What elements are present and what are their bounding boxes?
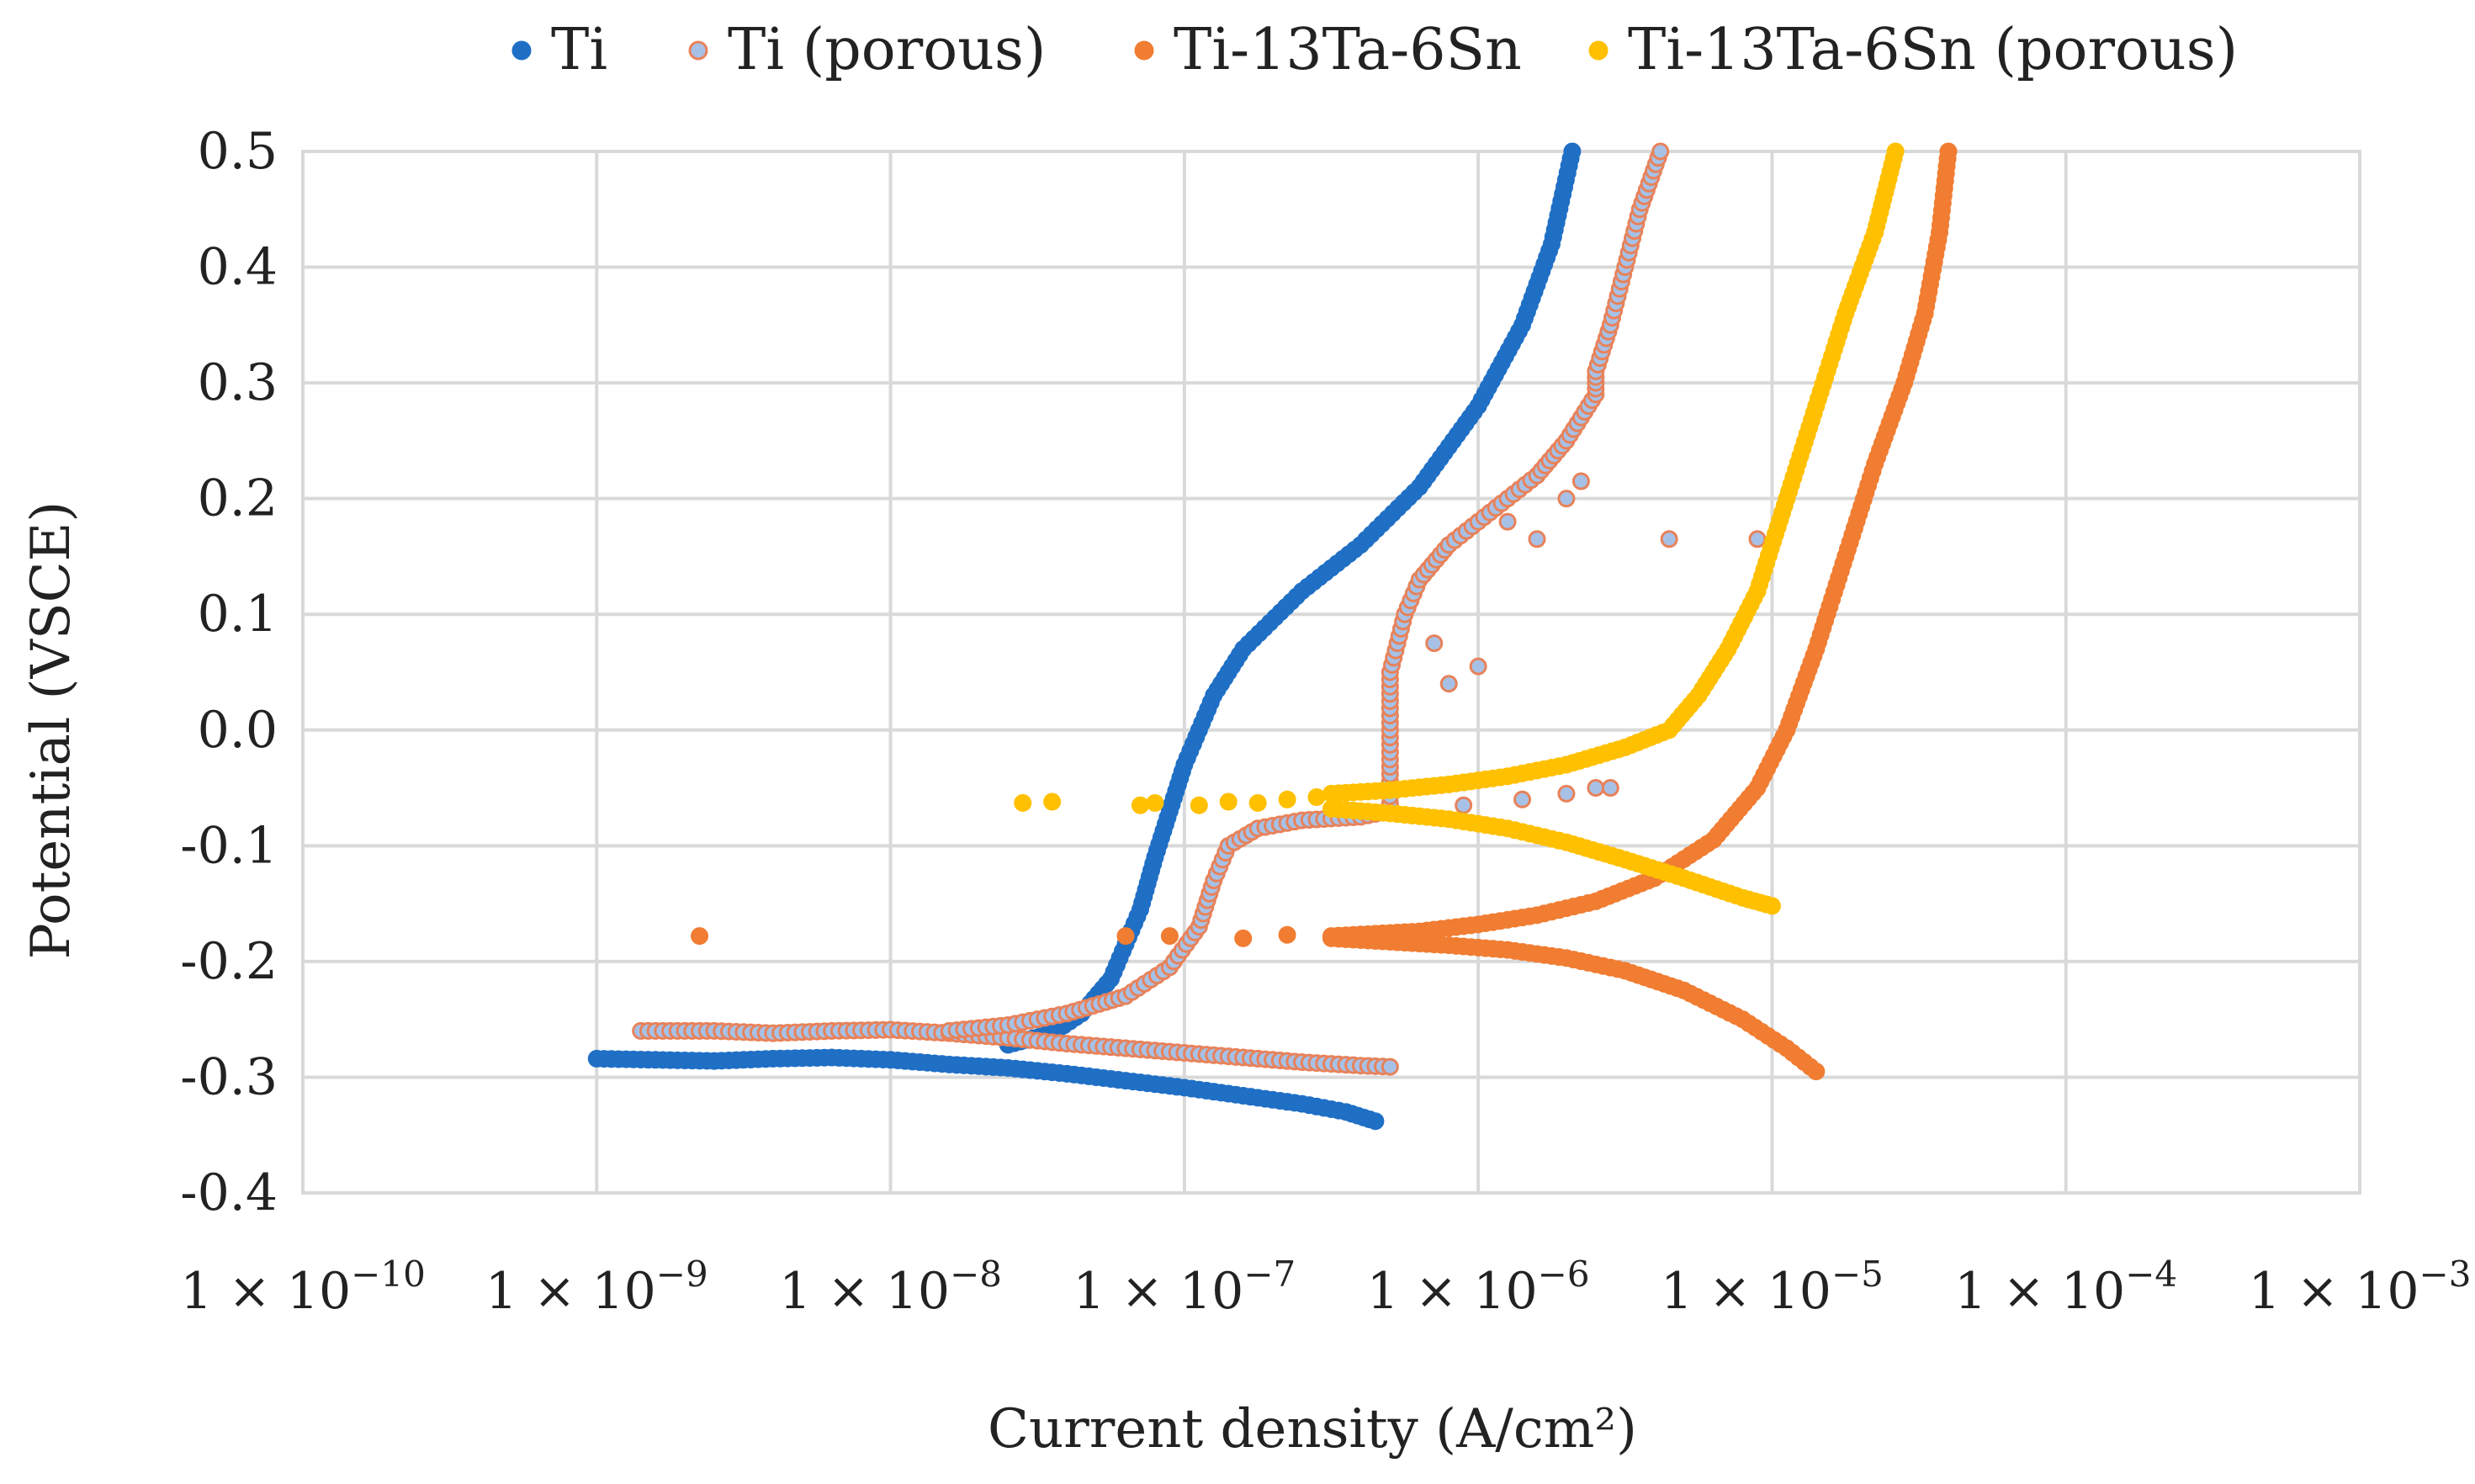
data-point xyxy=(1381,1057,1399,1076)
legend-marker xyxy=(511,40,532,61)
legend-label: Ti-13Ta-6Sn (porous) xyxy=(1628,17,2238,83)
data-point xyxy=(1939,142,1958,161)
legend-label: Ti xyxy=(551,17,607,83)
data-point xyxy=(1762,897,1781,915)
data-point-scattered xyxy=(1455,796,1473,814)
legend-label: Ti (porous) xyxy=(728,17,1046,83)
data-point-scattered xyxy=(1131,796,1149,814)
legend-label: Ti-13Ta-6Sn xyxy=(1174,17,1522,83)
x-tick-label: 1 × 10−5 xyxy=(1661,1253,1884,1321)
data-point-scattered xyxy=(1748,530,1767,549)
data-point-scattered xyxy=(1498,512,1517,531)
data-point-scattered xyxy=(1513,790,1532,808)
y-tick-label: 0.1 xyxy=(198,585,278,644)
data-point-scattered xyxy=(1425,634,1444,653)
series-1 xyxy=(632,142,1767,1076)
series-0 xyxy=(587,142,1582,1131)
y-tick-label: 0.3 xyxy=(198,353,278,412)
legend-marker xyxy=(1134,40,1154,61)
x-tick-label: 1 × 10−9 xyxy=(485,1253,708,1321)
legend: Ti Ti (porous) Ti-13Ta-6Sn Ti-13Ta-6Sn (por… xyxy=(511,17,2238,83)
data-point-scattered xyxy=(1234,929,1253,947)
y-tick-label: -0.4 xyxy=(180,1163,278,1222)
x-tick-label: 1 × 10−8 xyxy=(779,1253,1002,1321)
data-point-scattered xyxy=(1528,530,1546,549)
data-point-scattered xyxy=(1587,779,1605,798)
data-point-scattered xyxy=(1190,796,1208,814)
data-point-scattered xyxy=(1014,793,1032,812)
y-tick-label: 0.4 xyxy=(198,238,278,297)
x-tick-label: 1 × 10−10 xyxy=(180,1253,426,1321)
data-point-scattered xyxy=(1116,927,1135,946)
y-tick-label: -0.3 xyxy=(180,1047,278,1106)
y-tick-label: 0.5 xyxy=(198,122,278,181)
data-point-scattered xyxy=(1557,490,1576,508)
data-point-scattered xyxy=(691,927,709,946)
x-tick-label: 1 × 10−7 xyxy=(1073,1253,1296,1321)
data-point xyxy=(1886,142,1905,161)
data-point-scattered xyxy=(1219,792,1238,811)
data-point-scattered xyxy=(1469,657,1487,676)
plot-area-frame xyxy=(301,150,2361,1195)
x-axis-ticks: 1 × 10−10 1 × 10−9 1 × 10−8 1 × 10−7 1 × 10−… xyxy=(180,1253,2471,1321)
data-point xyxy=(1651,142,1670,161)
data-point-scattered xyxy=(1248,793,1267,812)
data-point-scattered xyxy=(1660,530,1678,549)
data-point-scattered xyxy=(1601,779,1619,798)
series-3 xyxy=(1014,142,1905,915)
legend-marker xyxy=(1588,40,1608,61)
y-tick-label: -0.1 xyxy=(180,816,278,875)
x-axis-title: Current density (A/cm²) xyxy=(988,1398,1637,1460)
y-tick-label: -0.2 xyxy=(180,932,278,991)
data-point-scattered xyxy=(1278,790,1296,808)
data-point xyxy=(1366,1112,1385,1131)
grid xyxy=(301,150,2361,1195)
y-axis-ticks: 0.5 0.4 0.3 0.2 0.1 0.0 -0.1 -0.2 -0.3 -0.4 xyxy=(180,122,278,1222)
data-point-scattered xyxy=(1557,784,1576,803)
y-tick-label: 0.0 xyxy=(198,701,278,760)
y-tick-label: 0.2 xyxy=(198,469,278,528)
data-point-scattered xyxy=(1571,472,1590,490)
data-point-scattered xyxy=(1146,793,1164,812)
series-2 xyxy=(691,142,1958,1081)
data-point xyxy=(1807,1063,1826,1081)
x-tick-label: 1 × 10−3 xyxy=(2249,1253,2472,1321)
legend-marker xyxy=(688,40,708,61)
y-axis-title: Potential (VSCE) xyxy=(20,501,82,960)
x-tick-label: 1 × 10−4 xyxy=(1954,1253,2177,1321)
data-point-scattered xyxy=(1160,927,1179,946)
data-point-scattered xyxy=(1278,925,1296,944)
data-point xyxy=(1563,142,1582,161)
x-tick-label: 1 × 10−6 xyxy=(1367,1253,1590,1321)
series-layer xyxy=(587,142,1958,1131)
data-point-scattered xyxy=(1307,788,1326,807)
data-point-scattered xyxy=(1439,675,1458,693)
data-point-scattered xyxy=(1043,792,1062,811)
